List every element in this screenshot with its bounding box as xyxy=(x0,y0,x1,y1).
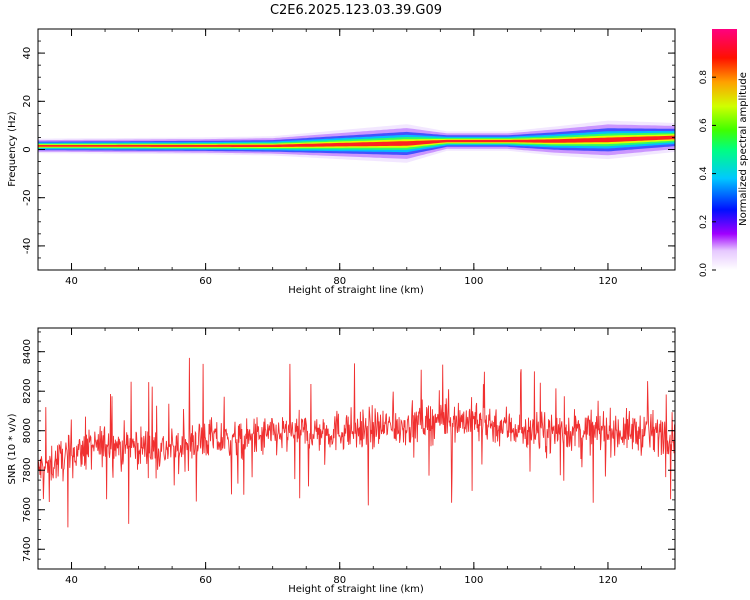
colorbar: 0.0 0.2 0.4 0.6 0.8 Normalized spectral ampl… xyxy=(699,29,749,277)
spectrogram-y-tick-label: 20 xyxy=(22,95,33,108)
snr-y-tick-label: 7800 xyxy=(22,458,33,483)
spectrogram-xlabel: Height of straight line (km) xyxy=(288,285,424,296)
snr-ylabel: SNR (10 * v/v) xyxy=(7,413,18,484)
snr-x-tick-label: 120 xyxy=(598,575,617,586)
spectrogram-panel: 40 60 80 100 120 -40 -20 0 20 40 Height of straig… xyxy=(7,28,676,296)
snr-plot-area xyxy=(38,328,675,569)
spectrogram-y-tick-label: -40 xyxy=(22,238,33,254)
colorbar-gradient xyxy=(712,29,737,270)
colorbar-tick-label: 0.6 xyxy=(699,118,709,133)
spectrogram-x-tick-label: 120 xyxy=(598,276,617,287)
colorbar-label: Normalized spectral amplitude xyxy=(738,72,749,226)
snr-y-tick-label: 7400 xyxy=(22,537,33,562)
snr-xlabel: Height of straight line (km) xyxy=(288,584,424,595)
snr-y-tick-label: 8200 xyxy=(22,378,33,403)
snr-x-tick-label: 100 xyxy=(464,575,483,586)
spectrogram-y-tick-label: -20 xyxy=(22,190,33,206)
spectrogram-ylabel: Frequency (Hz) xyxy=(7,111,18,187)
snr-frame xyxy=(37,327,676,570)
colorbar-tick-label: 0.2 xyxy=(699,215,709,229)
snr-axes: 40 60 80 100 120 7400 7600 7800 8000 8200 8400 xyxy=(22,328,676,586)
spectrogram-x-tick-label: 80 xyxy=(333,276,346,287)
spectrogram-axes: 40 60 80 100 120 -40 -20 0 20 40 xyxy=(22,28,676,287)
spectrogram-x-tick-label: 60 xyxy=(199,276,212,287)
colorbar-tick-label: 0.8 xyxy=(699,70,709,85)
spectrogram-y-tick-label: 0 xyxy=(22,146,33,152)
colorbar-tick-label: 0.0 xyxy=(699,263,709,278)
snr-series-line xyxy=(38,357,675,528)
spectrogram-x-tick-label: 100 xyxy=(464,276,483,287)
spectrogram-ridge-band xyxy=(38,134,675,148)
snr-x-tick-label: 80 xyxy=(333,575,346,586)
snr-x-tick-label: 40 xyxy=(65,575,78,586)
spectrogram-y-tick-label: 40 xyxy=(22,47,33,60)
colorbar-ticks: 0.0 0.2 0.4 0.6 0.8 xyxy=(699,70,716,277)
spectrogram-x-tick-label: 40 xyxy=(65,276,78,287)
colorbar-tick-label: 0.4 xyxy=(699,166,709,181)
snr-y-tick-label: 7600 xyxy=(22,497,33,522)
snr-x-tick-label: 60 xyxy=(199,575,212,586)
snr-panel: 40 60 80 100 120 7400 7600 7800 8000 8200 8400 Hei… xyxy=(7,327,676,595)
spectrogram-heatmap xyxy=(38,120,675,163)
spectrogram-ridge-band xyxy=(38,135,675,147)
snr-y-tick-label: 8000 xyxy=(22,418,33,443)
snr-y-tick-label: 8400 xyxy=(22,339,33,364)
figure-title: C2E6.2025.123.03.39.G09 xyxy=(270,3,442,18)
